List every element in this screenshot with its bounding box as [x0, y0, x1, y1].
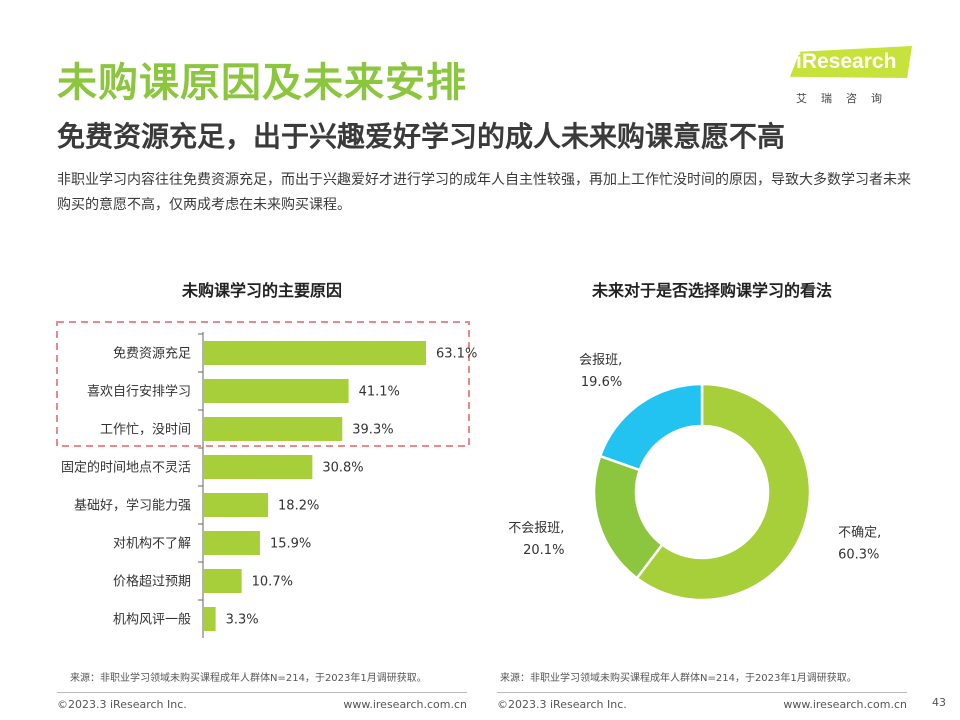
- donut-slice: [598, 382, 704, 472]
- donut-slice-label: 会报班,: [579, 353, 622, 368]
- donut-slice: [635, 382, 812, 602]
- donut-slice-value: 20.1%: [523, 543, 564, 558]
- donut-slice: [592, 454, 664, 580]
- bar: [204, 341, 426, 365]
- bar-value-label: 18.2%: [278, 499, 319, 514]
- donut-chart: 不确定, 60.3% 不会报班, 20.1% 会报班, 19.6%: [508, 353, 881, 602]
- bar-category-label: 固定的时间地点不灵活: [61, 460, 191, 476]
- page-description: 非职业学习内容往往免费资源充足，而出于兴趣爱好才进行学习的成年人自主性较强，再加…: [57, 172, 911, 213]
- bar-value-label: 39.3%: [352, 423, 393, 438]
- footer-url-right[interactable]: www.iresearch.com.cn: [783, 698, 907, 711]
- bar: [204, 531, 260, 555]
- bar-category-label: 免费资源充足: [113, 346, 191, 362]
- footer-copyright-right: ©2023.3 iResearch Inc.: [497, 698, 627, 711]
- bar-value-label: 63.1%: [436, 347, 477, 362]
- bar: [204, 493, 269, 517]
- bar-value-label: 15.9%: [270, 537, 311, 552]
- source-note-right: 来源：非职业学习领域未购买课程成年人群体N=214，于2023年1月调研获取。: [500, 673, 857, 684]
- bar-chart-title: 未购课学习的主要原因: [181, 281, 343, 300]
- bar-value-label: 3.3%: [226, 613, 259, 628]
- donut-slice-value: 60.3%: [838, 547, 879, 562]
- page-title: 未购课原因及未来安排: [57, 60, 467, 106]
- bar: [204, 417, 343, 441]
- bar-category-label: 喜欢自行安排学习: [87, 384, 191, 400]
- bar: [204, 379, 349, 403]
- footer-copyright-left: ©2023.3 iResearch Inc.: [57, 698, 187, 711]
- donut-slice-label: 不会报班,: [508, 521, 564, 536]
- footer-right: ©2023.3 iResearch Inc. www.iresearch.com…: [497, 692, 907, 717]
- iresearch-logo: iResearch 艾瑞咨询: [790, 46, 915, 108]
- donut-chart-title: 未来对于是否选择购课学习的看法: [591, 281, 833, 300]
- page-number: 43: [932, 696, 946, 709]
- footer-left: ©2023.3 iResearch Inc. www.iresearch.com…: [57, 692, 467, 717]
- bar-category-label: 工作忙，没时间: [100, 423, 191, 438]
- bar-category-label: 对机构不了解: [113, 537, 191, 552]
- logo-subtitle: 艾瑞咨询: [796, 92, 896, 105]
- bar-chart: 免费资源充足 63.1% 喜欢自行安排学习 41.1% 工作忙，没时间 39.3% 固定的时…: [56, 321, 477, 638]
- donut-slice-label: 不确定,: [838, 525, 881, 540]
- bar-value-label: 30.8%: [322, 461, 363, 476]
- bar-category-label: 价格超过预期: [113, 574, 191, 590]
- logo-badge: [790, 46, 912, 78]
- bar: [204, 569, 242, 593]
- source-note-left: 来源：非职业学习领域未购买课程成年人群体N=214，于2023年1月调研获取。: [70, 673, 427, 684]
- bar-category-label: 基础好，学习能力强: [74, 498, 191, 514]
- donut-slice-value: 19.6%: [581, 375, 622, 390]
- footer-url-left[interactable]: www.iresearch.com.cn: [343, 698, 467, 711]
- bar: [204, 455, 313, 479]
- highlight-box: [56, 321, 470, 447]
- bar-value-label: 41.1%: [359, 385, 400, 400]
- page-subtitle: 免费资源充足，出于兴趣爱好学习的成人未来购课意愿不高: [57, 120, 786, 153]
- bar-category-label: 机构风评一般: [113, 612, 191, 628]
- logo-name: iResearch: [796, 50, 897, 73]
- bar: [204, 607, 216, 631]
- bar-value-label: 10.7%: [252, 575, 293, 590]
